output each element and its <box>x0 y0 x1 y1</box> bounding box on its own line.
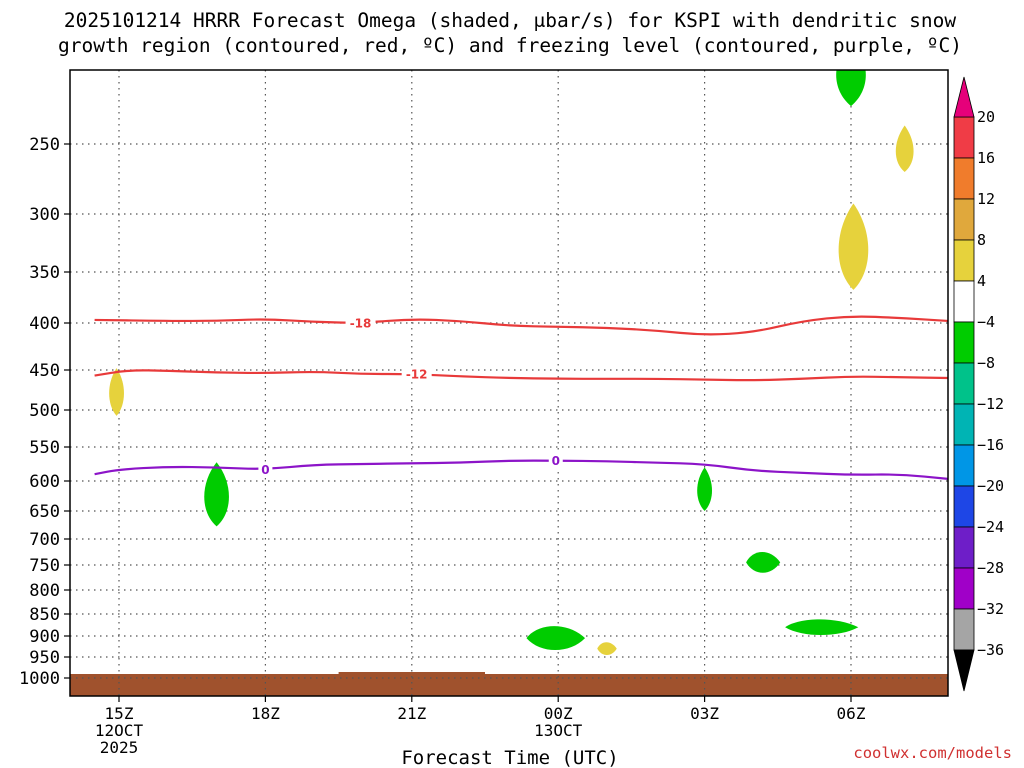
green-blob-3 <box>697 467 713 511</box>
colorbar-bottom-arrow <box>953 649 975 692</box>
colorbar-label-7: −12 <box>977 395 1004 413</box>
y-tick-label-1000: 1000 <box>19 669 60 689</box>
contour-label-bg <box>401 366 432 383</box>
y-tick-label-600: 600 <box>29 472 60 492</box>
green-blob-6 <box>836 70 866 107</box>
x-tick-label-12-0: 03Z <box>690 704 719 723</box>
contour-line-3 <box>94 459 948 481</box>
colorbar-label-11: −28 <box>977 559 1004 577</box>
colorbar-label-8: −16 <box>977 436 1004 454</box>
x-axis-label: Forecast Time (UTC) <box>401 747 618 768</box>
x-tick-label-9-1: 13OCT <box>534 721 583 740</box>
colorbar-bin-9 <box>953 485 975 528</box>
colorbar-bin-1 <box>953 157 975 200</box>
yellow-blob-3 <box>838 203 869 290</box>
colorbar-label-10: −24 <box>977 518 1004 536</box>
ground-bump <box>338 672 485 676</box>
chart-title-line-1: 2025101214 HRRR Forecast Omega (shaded, … <box>64 9 956 32</box>
colorbar-label-1: 16 <box>977 149 995 167</box>
contour-line-2 <box>94 369 948 382</box>
colorbar-bin-4 <box>953 280 975 323</box>
colorbar-bin-5 <box>953 321 975 364</box>
y-tick-label-700: 700 <box>29 530 60 550</box>
colorbar-label-12: −32 <box>977 600 1004 618</box>
y-tick-label-250: 250 <box>29 135 60 155</box>
y-tick-label-900: 900 <box>29 627 60 647</box>
contour-label-bg <box>258 461 273 478</box>
contour-label-3-1: 0 <box>261 463 269 477</box>
colorbar-top-arrow <box>953 76 975 118</box>
colorbar-label-3: 8 <box>977 231 986 249</box>
chart-title-line-2: growth region (contoured, red, ºC) and f… <box>58 34 962 57</box>
y-tick-label-300: 300 <box>29 205 60 225</box>
credit-link[interactable]: coolwx.com/models <box>853 744 1012 762</box>
y-tick-label-850: 850 <box>29 605 60 625</box>
yellow-blob-1 <box>109 368 124 416</box>
plot-background <box>70 70 948 696</box>
yellow-blob-4 <box>895 125 914 172</box>
y-tick-label-800: 800 <box>29 581 60 601</box>
x-tick-label-0-2: 2025 <box>100 738 139 757</box>
x-tick-label-0-0: 15Z <box>105 704 134 723</box>
yellow-blob-2 <box>597 642 617 655</box>
colorbar-bin-12 <box>953 608 975 651</box>
y-tick-label-350: 350 <box>29 263 60 283</box>
y-tick-label-400: 400 <box>29 314 60 334</box>
y-tick-label-550: 550 <box>29 438 60 458</box>
green-blob-2 <box>526 626 586 651</box>
colorbar-label-5: −4 <box>977 313 995 331</box>
green-blob-5 <box>785 619 859 635</box>
colorbar-label-0: 20 <box>977 108 995 126</box>
colorbar-bin-3 <box>953 239 975 282</box>
ground-fill <box>70 674 948 696</box>
colorbar-label-6: −8 <box>977 354 995 372</box>
colorbar-bin-6 <box>953 362 975 405</box>
y-tick-label-500: 500 <box>29 401 60 421</box>
x-tick-label-15-0: 06Z <box>837 704 866 723</box>
plot-frame <box>69 69 949 697</box>
colorbar-bin-10 <box>953 526 975 569</box>
colorbar-label-13: −36 <box>977 641 1004 659</box>
green-blob-4 <box>746 552 781 573</box>
colorbar-label-9: −20 <box>977 477 1004 495</box>
contour-label-bg <box>548 452 563 469</box>
contour-label-bg <box>345 314 376 331</box>
contour-label-1-1: -18 <box>350 316 372 330</box>
x-tick-label-0-1: 12OCT <box>95 721 144 740</box>
y-tick-label-950: 950 <box>29 648 60 668</box>
colorbar-bin-8 <box>953 444 975 487</box>
colorbar-label-4: 4 <box>977 272 986 290</box>
x-tick-label-9-0: 00Z <box>544 704 573 723</box>
y-tick-label-450: 450 <box>29 361 60 381</box>
contour-label-2-1: -12 <box>406 368 428 382</box>
x-tick-label-3-0: 18Z <box>251 704 280 723</box>
x-tick-label-6-0: 21Z <box>397 704 426 723</box>
y-tick-label-750: 750 <box>29 556 60 576</box>
colorbar-bin-7 <box>953 403 975 446</box>
contour-line-1 <box>94 315 948 336</box>
colorbar-label-2: 12 <box>977 190 995 208</box>
plot-area <box>70 70 948 696</box>
colorbar-bin-11 <box>953 567 975 610</box>
green-blob-1 <box>204 462 229 527</box>
y-tick-label-650: 650 <box>29 502 60 522</box>
contour-label-3-2: 0 <box>552 454 560 468</box>
colorbar-bin-2 <box>953 198 975 241</box>
colorbar-bin-0 <box>953 116 975 159</box>
